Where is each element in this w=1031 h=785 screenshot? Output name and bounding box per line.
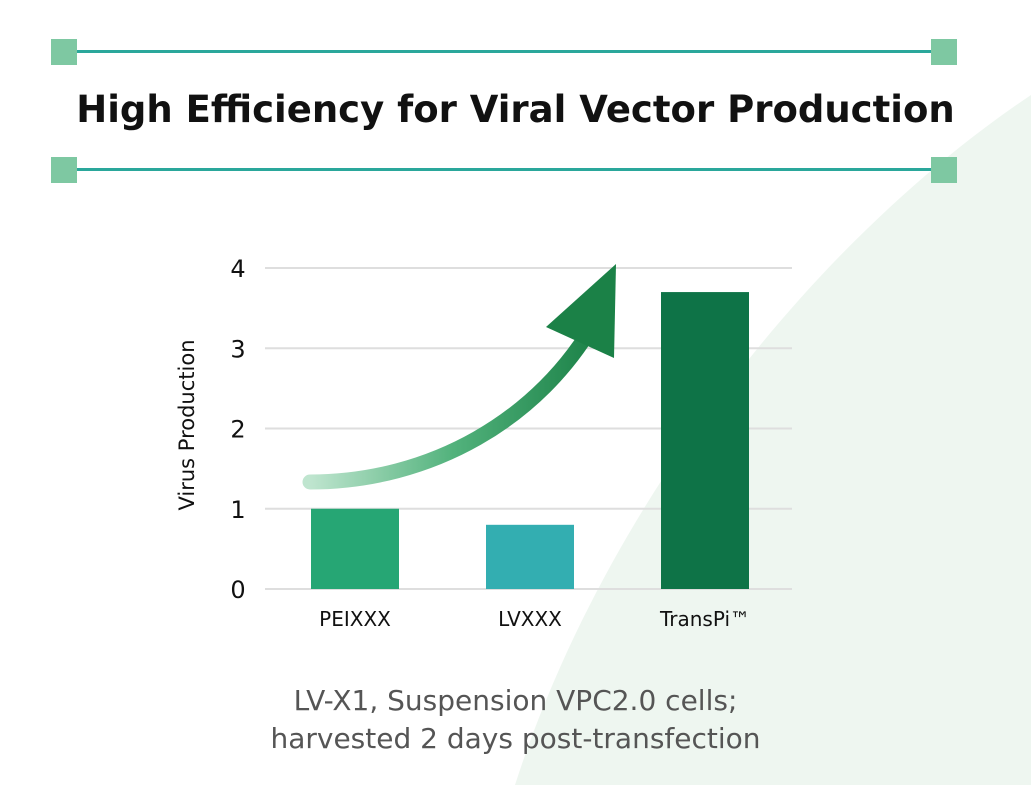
bars: [311, 292, 749, 589]
caption-line-2: harvested 2 days post-transfection: [270, 722, 761, 755]
y-tick-label: 1: [230, 496, 245, 524]
corner-square-bottom-right: [931, 157, 957, 183]
y-tick-label: 3: [230, 335, 245, 363]
corner-square-bottom-left: [51, 157, 77, 183]
y-tick-label: 2: [230, 416, 245, 444]
bottom-rule: [64, 168, 944, 171]
corner-square-top-left: [51, 39, 77, 65]
x-category-label: PEIXXX: [319, 607, 391, 631]
y-tick-label: 0: [230, 576, 245, 604]
x-category-label: TransPi™: [659, 607, 750, 631]
bar-2: [486, 524, 574, 589]
page-title: High Efficiency for Viral Vector Product…: [76, 88, 955, 131]
background-leaf-shape: [515, 95, 1031, 785]
bar-1: [311, 508, 399, 589]
x-category-label: LVXXX: [498, 607, 562, 631]
caption-line-1: LV-X1, Suspension VPC2.0 cells;: [293, 684, 738, 717]
bar-3: [661, 292, 749, 589]
up-arrow-icon: [302, 264, 616, 490]
chart-caption: LV-X1, Suspension VPC2.0 cells; harveste…: [0, 682, 1031, 758]
y-axis-label: Virus Production: [175, 339, 199, 510]
x-axis-labels: PEIXXX LVXXX TransPi™: [319, 607, 750, 631]
y-axis-ticks: 0 1 2 3 4: [230, 255, 245, 604]
top-rule: [64, 50, 944, 53]
y-tick-label: 4: [230, 255, 245, 283]
corner-square-top-right: [931, 39, 957, 65]
